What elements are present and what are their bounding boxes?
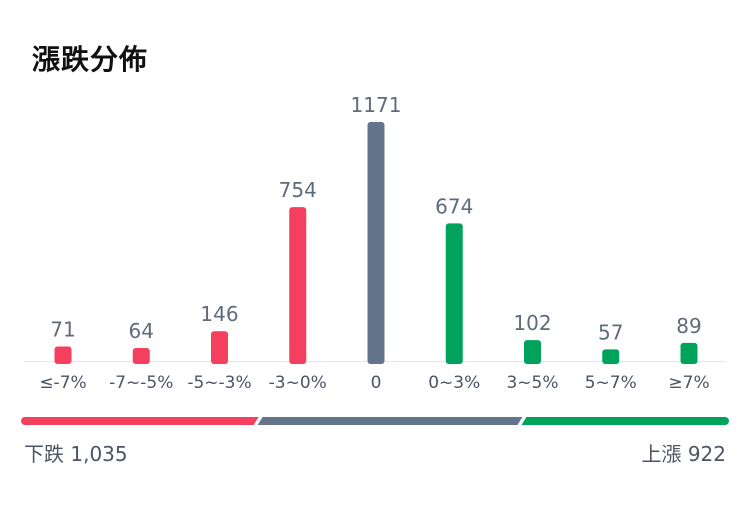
bar-5 — [445, 223, 463, 364]
distribution-chart: 71 ≤-7% 64 -7~-5% 146 -5~-3% 754 -3~0% 1171 0 674 0… — [21, 93, 729, 425]
bar-7 — [602, 349, 620, 364]
bar-8 — [680, 342, 698, 364]
down-summary: 下跌 1,035 — [24, 438, 128, 467]
bar-0 — [54, 346, 72, 364]
x-tick-label-2: -5~-3% — [187, 373, 251, 393]
up-summary-value: 922 — [687, 442, 726, 466]
distribution-cap-left — [21, 417, 29, 425]
bar-value-label-5: 674 — [435, 194, 473, 218]
bar-value-label-4: 1171 — [351, 93, 402, 117]
bar-value-label-0: 71 — [50, 318, 75, 342]
bar-value-label-3: 754 — [279, 178, 317, 202]
distribution-cap-right — [721, 417, 729, 425]
x-tick-label-0: ≤-7% — [39, 373, 86, 393]
up-summary: 上漲 922 — [641, 438, 726, 467]
bar-1 — [132, 347, 150, 364]
x-tick-label-6: 3~5% — [506, 373, 558, 393]
down-summary-value: 1,035 — [70, 442, 128, 466]
bar-value-label-6: 102 — [513, 311, 551, 335]
bar-4 — [367, 122, 385, 364]
chart-title: 漲跌分佈 — [32, 43, 149, 76]
distribution-segment-up — [521, 417, 726, 425]
x-tick-label-7: 5~7% — [585, 373, 637, 393]
bar-3 — [289, 207, 307, 364]
distribution-segment-down — [24, 417, 259, 425]
bar-value-label-1: 64 — [129, 319, 154, 343]
bar-value-label-2: 146 — [200, 302, 238, 326]
x-tick-label-8: ≥7% — [668, 373, 709, 393]
down-summary-label: 下跌 — [24, 442, 64, 466]
x-tick-label-3: -3~0% — [269, 373, 327, 393]
x-tick-label-4: 0 — [371, 373, 382, 393]
up-summary-label: 上漲 — [641, 442, 682, 466]
bar-2 — [211, 331, 228, 364]
bar-6 — [524, 340, 541, 364]
distribution-segment-flat — [257, 417, 523, 425]
bar-value-label-7: 57 — [598, 320, 623, 344]
x-tick-label-1: -7~-5% — [109, 373, 173, 393]
x-tick-label-5: 0~3% — [428, 373, 480, 393]
bar-value-label-8: 89 — [676, 314, 701, 338]
